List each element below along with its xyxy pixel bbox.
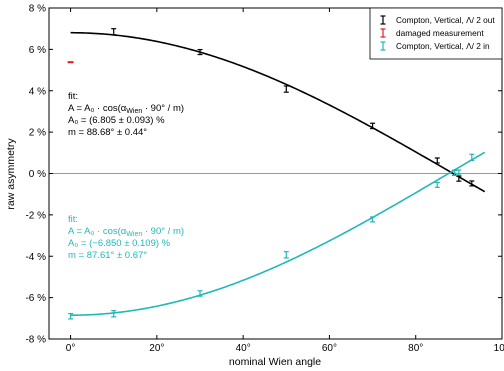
x-tick-label: 40° [236,343,251,354]
x-tick-label: 80° [408,343,423,354]
x-axis-ticks: 0° 20° 40° 60° 80° 100 [66,8,504,354]
y-tick-label: 4 % [29,86,46,97]
legend-box [369,7,503,60]
y-tick-label: 8 % [29,4,46,15]
marker-compton-vertical-2-out [283,85,289,93]
fit-in-formula: A = A₀ · cos(αWien · 90° / m) [68,226,184,238]
x-axis-label: nominal Wien angle [229,356,321,368]
marker-compton-vertical-2-out [370,122,376,130]
legend-label: Compton, Vertical, Λ/ 2 in [396,41,490,51]
marker-compton-vertical-2-in [283,251,289,259]
fit-out-formula: A = A₀ · cos(αWien · 90° / m) [68,103,184,115]
marker-compton-vertical-2-in [456,169,462,176]
y-tick-label: -2 % [25,210,46,221]
x-tick-label: 100 [494,343,504,354]
y-axis-label: raw asymmetry [5,138,17,210]
fit-annotation-in: fit: A = A₀ · cos(αWien · 90° / m) A₀ = … [68,214,184,261]
marker-compton-vertical-2-out [434,157,440,164]
fit-out-m: m = 88.68° ± 0.44° [68,127,147,138]
marker-compton-vertical-2-in [469,153,475,162]
y-tick-label: -8 % [25,335,46,346]
legend-item: damaged measurement [380,28,484,38]
data-markers [67,28,475,320]
x-tick-label: 60° [322,343,337,354]
x-tick-label: 0° [66,343,76,354]
fit-annotation-out: fit: A = A₀ · cos(αWien · 90° / m) A₀ = … [68,91,184,138]
marker-compton-vertical-2-in [68,312,74,320]
fit-out-a0: A₀ = (6.805 ± 0.093) % [68,115,165,126]
fit-in-m: m = 87.61° ± 0.67° [68,250,147,261]
fit-out-title: fit: [68,91,78,102]
fit-in-a0: A₀ = (−6.850 ± 0.109) % [68,238,171,249]
marker-compton-vertical-2-out [197,48,203,56]
legend: Compton, Vertical, Λ/ 2 out damaged measu… [369,7,503,60]
y-tick-label: 6 % [29,45,46,56]
marker-compton-vertical-2-in [452,169,458,176]
marker-compton-vertical-2-in [370,216,376,223]
y-tick-label: -6 % [25,293,46,304]
fit-curve-out [70,31,486,193]
legend-item: Compton, Vertical, Λ/ 2 out [380,15,495,25]
marker-compton-vertical-2-out [469,180,475,187]
fit-curve-in [70,151,486,317]
x-tick-label: 20° [149,343,164,354]
y-tick-label: 2 % [29,128,46,139]
fit-in-title: fit: [68,214,78,225]
marker-compton-vertical-2-out [456,175,462,182]
marker-compton-vertical-2-in [197,290,203,297]
y-tick-label: 0 % [29,169,46,180]
legend-label: damaged measurement [396,28,484,38]
y-tick-label: -4 % [25,252,46,263]
marker-compton-vertical-2-in [111,310,117,318]
legend-item: Compton, Vertical, Λ/ 2 in [380,41,490,51]
legend-label: Compton, Vertical, Λ/ 2 out [396,15,495,25]
marker-compton-vertical-2-in [434,181,440,188]
marker-compton-vertical-2-out [111,28,117,36]
fit-curves [70,31,486,317]
y-axis-ticks: 8 % 6 % 4 % 2 % 0 % -2 % -4 % -6 % -8 % [25,4,502,346]
